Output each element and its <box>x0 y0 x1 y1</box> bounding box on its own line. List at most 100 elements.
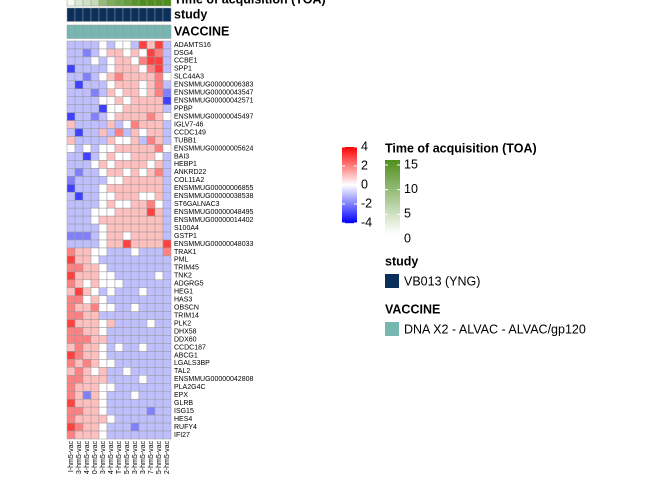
heatmap-cell <box>114 247 124 257</box>
annotation-cell <box>154 24 164 39</box>
heatmap-cell <box>114 430 124 440</box>
heatmap-cell <box>106 96 116 105</box>
heatmap-cell <box>106 128 116 137</box>
heatmap-cell <box>162 176 172 185</box>
heatmap-cell <box>154 311 164 320</box>
toa-scale-step <box>385 162 400 164</box>
heatmap-cell <box>154 191 164 201</box>
heatmap-cell <box>90 120 100 129</box>
toa-scale-step <box>385 219 400 221</box>
heatmap-cell <box>114 168 124 177</box>
heatmap-cell <box>130 144 140 153</box>
color-scale-step <box>342 195 357 197</box>
heatmap-cell <box>114 199 124 209</box>
toa-cell <box>114 0 124 7</box>
heatmap-cell <box>82 72 92 82</box>
heatmap-cell <box>146 56 156 66</box>
toa-cell <box>130 0 140 7</box>
heatmap-cell <box>106 311 116 320</box>
color-scale-step <box>342 179 357 181</box>
heatmap-cell <box>162 231 172 241</box>
color-scale-step <box>342 201 357 203</box>
heatmap-cell <box>98 80 108 90</box>
heatmap-cell <box>114 40 124 50</box>
heatmap-cell <box>154 430 164 440</box>
heatmap-cell <box>122 327 132 336</box>
heatmap-cell <box>98 255 108 265</box>
toa-scale-step <box>385 211 400 213</box>
heatmap-cell <box>66 430 76 440</box>
heatmap-cell <box>122 398 132 408</box>
heatmap-cell <box>66 239 76 249</box>
heatmap-cell <box>146 351 156 360</box>
heatmap-cell <box>106 207 116 217</box>
color-scale-step <box>342 220 357 222</box>
heatmap-cell <box>122 343 132 352</box>
toa-scale-step <box>385 202 400 204</box>
heatmap-cell <box>162 303 172 312</box>
heatmap-cell <box>114 383 124 392</box>
heatmap-cell <box>146 191 156 201</box>
heatmap-cell <box>114 295 124 304</box>
heatmap-cell <box>74 199 84 209</box>
heatmap-cell <box>106 335 116 344</box>
legend-title: VACCINE <box>385 302 440 316</box>
heatmap-cell <box>162 319 172 328</box>
color-scale-step <box>342 203 357 205</box>
heatmap-cell <box>114 398 124 408</box>
row-label: TNK2 <box>174 273 192 280</box>
toa-tick-label: 0 <box>404 231 411 245</box>
legend-swatch <box>385 322 399 336</box>
heatmap-cell <box>130 319 140 328</box>
heatmap-cell <box>162 327 172 336</box>
color-scale-step <box>342 161 357 163</box>
heatmap-cell <box>154 359 164 368</box>
heatmap-cell <box>138 279 148 289</box>
heatmap-cell <box>138 398 148 408</box>
heatmap-cell <box>146 104 156 113</box>
heatmap-cell <box>90 160 100 169</box>
row-label: HES4 <box>174 416 192 423</box>
heatmap-cell <box>66 303 76 312</box>
heatmap-cell <box>122 247 132 257</box>
heatmap-cell <box>90 319 100 328</box>
toa-scale-step <box>385 192 400 194</box>
heatmap-cell <box>74 406 84 416</box>
annotation-cell <box>74 24 84 39</box>
toa-scale-step <box>385 228 400 230</box>
heatmap-cell <box>114 72 124 82</box>
heatmap-cell <box>90 207 100 217</box>
heatmap-cell <box>106 351 116 360</box>
heatmap-cell <box>106 279 116 289</box>
heatmap-cell <box>138 367 148 376</box>
heatmap-cell <box>74 375 84 384</box>
heatmap-cell <box>162 191 172 201</box>
toa-scale-step <box>385 163 400 165</box>
heatmap-cell <box>66 56 76 66</box>
row-label: CCDC149 <box>174 129 206 136</box>
heatmap-cell <box>114 48 124 58</box>
heatmap-cell <box>138 247 148 257</box>
heatmap-cell <box>106 160 116 169</box>
heatmap-cell <box>122 72 132 82</box>
heatmap-cell <box>74 279 84 289</box>
heatmap-cell <box>106 223 116 233</box>
toa-scale-step <box>385 208 400 210</box>
legend-title: study <box>385 254 418 268</box>
heatmap-cell <box>122 191 132 201</box>
scale-tick-label: -4 <box>361 215 372 229</box>
heatmap-cell <box>146 215 156 225</box>
heatmap-cell <box>122 184 132 193</box>
toa-scale-step <box>385 217 400 219</box>
heatmap-cell <box>82 311 92 320</box>
heatmap-cell <box>66 88 76 97</box>
heatmap-cell <box>154 398 164 408</box>
toa-scale-step <box>385 187 400 189</box>
heatmap-cell <box>106 422 116 432</box>
heatmap-cell <box>130 375 140 384</box>
heatmap-cell <box>114 176 124 185</box>
heatmap-cell <box>130 64 140 74</box>
heatmap-cell <box>90 271 100 281</box>
color-scale-step <box>342 192 357 194</box>
row-label: ENSMMUG00000042808 <box>174 376 253 383</box>
